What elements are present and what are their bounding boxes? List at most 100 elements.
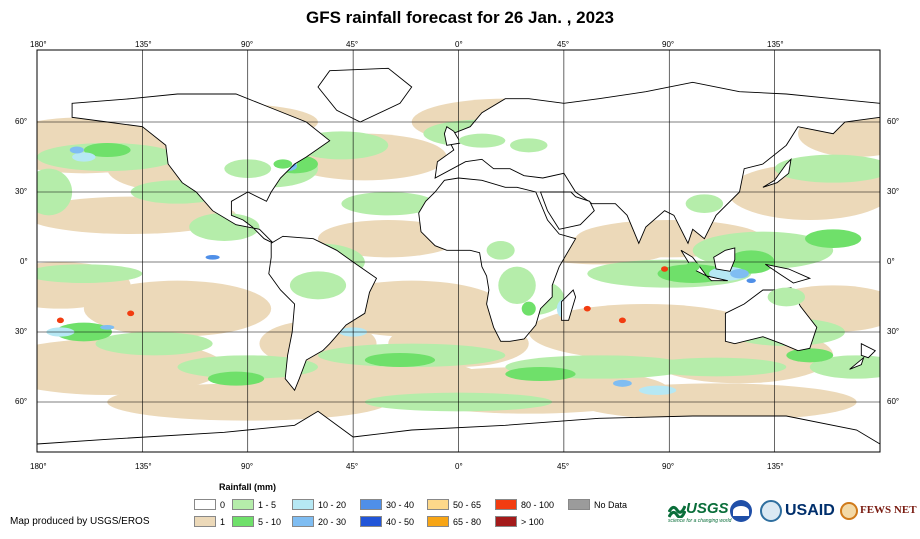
legend-label: 80 - 100	[521, 500, 555, 510]
lat-label: 30°	[15, 187, 28, 196]
map-title: GFS rainfall forecast for 26 Jan. , 2023	[305, 8, 615, 27]
legend-label: 65 - 80	[453, 517, 482, 527]
land-rain-area	[458, 133, 506, 148]
landmass-outline	[705, 275, 728, 282]
legend-label: 1 - 5	[258, 500, 277, 510]
landmass-outline	[71, 93, 331, 244]
landmass-outline	[268, 235, 378, 392]
lon-label: 135°	[767, 462, 784, 471]
usaid-logo: USAID	[785, 500, 840, 526]
land-rain-area	[521, 301, 536, 316]
legend-swatch	[360, 516, 382, 527]
land-rain-area	[289, 271, 347, 300]
legend-swatch	[495, 516, 517, 527]
lon-label: 180°	[30, 40, 47, 49]
rain-1-5mm-area	[95, 332, 213, 356]
rain-20-30mm-area	[730, 269, 749, 279]
rain-1-5mm-area	[37, 264, 143, 283]
legend-label: 10 - 20	[318, 500, 347, 510]
rain-80-100mm-spot	[661, 266, 669, 272]
lon-label: 90°	[662, 462, 675, 471]
legend-label: 30 - 40	[386, 500, 415, 510]
noaa-logo	[730, 500, 752, 522]
land-rain-area	[273, 159, 293, 169]
lat-label: 30°	[887, 187, 900, 196]
rain-1mm-area	[37, 196, 237, 234]
lat-label: 60°	[15, 117, 28, 126]
lon-label: 45°	[557, 40, 570, 49]
rain-80-100mm-spot	[583, 305, 591, 312]
lat-label: 0°	[20, 257, 28, 266]
legend-swatch	[427, 516, 449, 527]
lon-label: 45°	[346, 40, 359, 49]
lon-label: 0°	[455, 40, 463, 49]
lat-label: 60°	[15, 397, 28, 406]
rain-5-10mm-area	[83, 143, 131, 157]
landmass-outline	[561, 289, 577, 321]
landmass-outline	[860, 342, 877, 359]
land-rain-area	[685, 194, 724, 214]
lon-label: 135°	[135, 40, 152, 49]
rain-80-100mm-spot	[127, 310, 135, 317]
rain-20-30mm-area	[613, 379, 632, 387]
lon-label: 0°	[455, 462, 463, 471]
rain-5-10mm-area	[207, 371, 265, 386]
rain-1-5mm-area	[774, 154, 880, 183]
legend-title: Rainfall (mm)	[219, 482, 277, 492]
lat-label: 60°	[887, 117, 900, 126]
noaa-bird-icon	[733, 506, 749, 516]
usgs-wordmark: USGS	[686, 500, 729, 517]
legend-label: No Data	[594, 500, 628, 510]
fews-net-wordmark: FEWS NET	[860, 504, 917, 516]
rain-1-5mm-area	[645, 357, 787, 377]
legend-label: 5 - 10	[258, 517, 282, 527]
rain-5-10mm-area	[505, 367, 576, 381]
lon-label: 90°	[241, 462, 254, 471]
legend-label: 20 - 30	[318, 517, 347, 527]
rain-20-30mm-area	[100, 325, 115, 330]
legend-swatch	[427, 499, 449, 510]
lat-label: 30°	[887, 327, 900, 336]
legend-label: > 100	[521, 517, 544, 527]
rain-5-10mm-area	[805, 229, 862, 249]
land-rain-area	[498, 266, 536, 305]
legend-swatch	[495, 499, 517, 510]
rain-80-100mm-spot	[56, 317, 64, 324]
land-rain-area	[486, 241, 515, 260]
lat-label: 60°	[887, 397, 900, 406]
usgs-wave-icon	[668, 505, 686, 518]
lon-label: 180°	[30, 462, 47, 471]
credit-text: Map produced by USGS/EROS	[10, 516, 150, 527]
rain-30-40mm-area	[746, 278, 756, 283]
land-rain-area	[510, 138, 548, 153]
lon-label: 45°	[346, 462, 359, 471]
fews-globe-icon	[840, 502, 858, 520]
rain-5-10mm-area	[364, 353, 436, 367]
legend-swatch	[292, 499, 314, 510]
rain-10-20mm-area	[638, 385, 677, 396]
land-rain-area	[767, 287, 806, 307]
lon-label: 45°	[557, 462, 570, 471]
doi-seal	[760, 500, 782, 522]
rain-10-20mm-area	[72, 152, 96, 162]
lon-label: 90°	[662, 40, 675, 49]
lon-label: 135°	[767, 40, 784, 49]
landmass-outline	[317, 67, 413, 123]
legend-label: 50 - 65	[453, 500, 482, 510]
landmass-outline	[434, 81, 880, 245]
rain-5-10mm-area	[786, 348, 834, 363]
legend-swatch	[292, 516, 314, 527]
rain-30-40mm-area	[205, 255, 220, 260]
lat-label: 0°	[887, 257, 895, 266]
lat-label: 30°	[15, 327, 28, 336]
lon-label: 135°	[135, 462, 152, 471]
usaid-wordmark: USAID	[785, 502, 835, 519]
landmass-outline	[849, 356, 865, 370]
landmass-outline	[418, 177, 577, 342]
legend-label: 0	[220, 500, 226, 510]
legend-swatch	[360, 499, 382, 510]
lon-label: 90°	[241, 40, 254, 49]
landmass-outline	[539, 191, 595, 230]
legend-swatch	[232, 516, 254, 527]
